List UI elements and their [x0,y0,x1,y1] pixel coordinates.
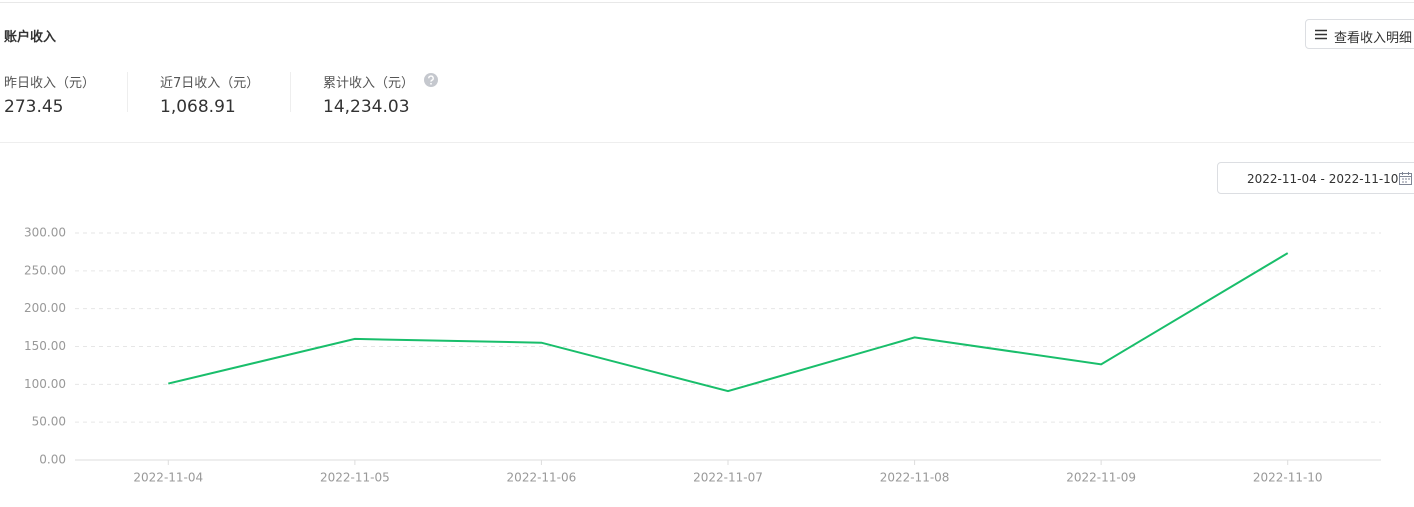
detail-button[interactable]: 查看收入明细 [1305,19,1414,49]
y-tick-label: 300.00 [24,226,66,240]
divider [127,72,128,112]
x-tick-label: 2022-11-04 [133,471,203,485]
y-tick-label: 0.00 [39,453,66,467]
x-tick-label: 2022-11-07 [693,471,763,485]
button-text: 查看收入明细 [1334,31,1413,46]
y-tick-label: 200.00 [24,301,66,315]
top-border [0,2,1414,3]
y-tick-label: 50.00 [32,415,66,429]
x-tick-label: 2022-11-05 [320,471,390,485]
date-range: 2022-11-04 - 2022-11-10 [1247,172,1399,186]
y-tick-label: 150.00 [24,339,66,353]
stat-value: 14,234.03 [323,97,410,117]
x-tick-label: 2022-11-06 [507,471,577,485]
separator [0,142,1414,143]
section-title: 账户收入 [4,30,57,45]
stat-value: 273.45 [4,97,64,117]
x-tick-label: 2022-11-08 [880,471,950,485]
y-tick-label: 250.00 [24,263,66,277]
list-icon [1315,29,1327,40]
divider [290,72,291,112]
x-tick-label: 2022-11-10 [1253,471,1323,485]
stat-label: 昨日收入（元） [4,76,96,91]
x-tick-label: 2022-11-09 [1066,471,1136,485]
stat-label: 近7日收入（元） [160,76,260,91]
date-picker[interactable]: 2022-11-04 - 2022-11-10 [1217,162,1414,194]
stat-label: 累计收入（元） [323,76,415,91]
calendar-icon [1399,172,1412,185]
help-icon[interactable] [424,73,438,87]
stat-value: 1,068.91 [160,97,236,117]
line-series [168,252,1289,393]
y-tick-label: 100.00 [24,377,66,391]
